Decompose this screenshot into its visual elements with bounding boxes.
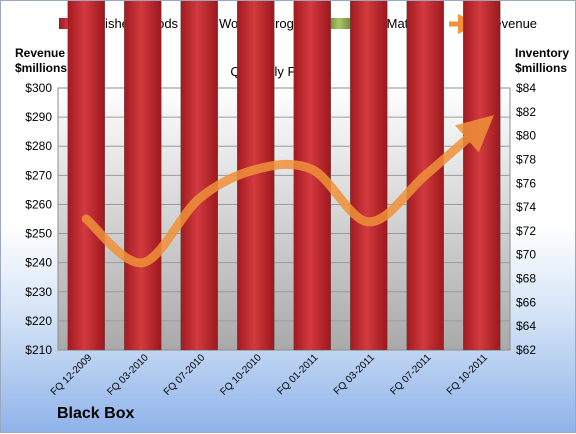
bar-finished-goods: [463, 1, 501, 351]
x-tick-label: FQ 12-2009: [49, 352, 95, 398]
right-tick-label: $64: [516, 319, 536, 333]
bars: [67, 1, 501, 351]
right-tick-label: $66: [516, 295, 536, 309]
x-tick-label: FQ 03-2011: [332, 352, 377, 397]
left-tick-label: $220: [25, 314, 52, 328]
right-axis-title-line2: $millions: [515, 61, 567, 75]
right-tick-label: $84: [516, 81, 536, 95]
left-tick-label: $210: [25, 343, 52, 357]
left-axis-ticks: $210 $220 $230 $240 $250 $260 $270 $280 $290 $300: [25, 81, 52, 357]
right-tick-label: $78: [516, 152, 536, 166]
left-tick-label: $250: [25, 227, 52, 241]
company-name: Black Box: [57, 405, 135, 422]
left-tick-label: $240: [25, 256, 52, 270]
revenue-line-layer: [81, 115, 494, 268]
x-axis-ticks: FQ 12-2009 FQ 03-2010 FQ 07-2010 FQ 10-2010…: [49, 352, 490, 398]
right-axis-title-line1: Inventory: [515, 46, 569, 60]
x-tick-label: FQ 03-2010: [105, 352, 151, 398]
x-tick-label: FQ 10-2010: [218, 352, 264, 398]
left-tick-label: $290: [25, 110, 52, 124]
right-axis-ticks: $62 $64 $66 $68 $70 $72 $74 $76 $78 $80 $82 $84: [516, 81, 536, 357]
right-tick-label: $70: [516, 248, 536, 262]
right-tick-label: $68: [516, 272, 536, 286]
right-tick-label: $72: [516, 224, 536, 238]
right-tick-label: $76: [516, 176, 536, 190]
x-tick-label: FQ 07-2011: [388, 352, 433, 397]
left-tick-label: $260: [25, 197, 52, 211]
right-tick-label: $74: [516, 200, 536, 214]
bar-finished-goods: [124, 1, 162, 351]
bar-finished-goods: [406, 1, 444, 351]
x-tick-label: FQ 10-2011: [445, 352, 490, 397]
bar-finished-goods: [180, 1, 218, 351]
left-axis-title-line2: $millions: [15, 61, 67, 75]
bar-finished-goods: [67, 1, 105, 351]
right-tick-label: $82: [516, 105, 536, 119]
left-tick-label: $270: [25, 168, 52, 182]
right-tick-label: $80: [516, 129, 536, 143]
right-tick-label: $62: [516, 343, 536, 357]
x-tick-label: FQ 01-2011: [275, 352, 320, 397]
left-tick-label: $280: [25, 139, 52, 153]
revenue-line: [81, 115, 494, 268]
x-tick-label: FQ 07-2010: [162, 352, 208, 398]
left-axis-title-line1: Revenue: [15, 46, 65, 60]
left-tick-label: $300: [25, 81, 52, 95]
bar-finished-goods: [350, 1, 388, 351]
legend-swatch-raw-materials: [329, 18, 351, 29]
left-tick-label: $230: [25, 285, 52, 299]
